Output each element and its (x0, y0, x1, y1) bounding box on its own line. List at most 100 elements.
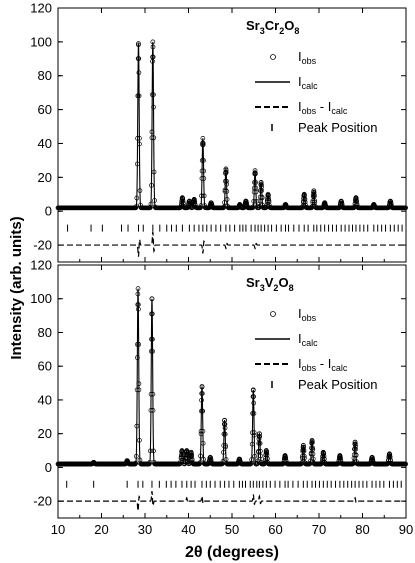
obs-point (308, 451, 314, 457)
obs-point (199, 384, 205, 389)
obs-points (55, 286, 408, 467)
obs-point (387, 452, 393, 458)
obs-point (388, 200, 394, 206)
obs-point (387, 454, 393, 460)
obs-point (200, 142, 206, 148)
obs-point (198, 453, 203, 459)
obs-point (300, 443, 306, 448)
legend-base: I (298, 356, 302, 371)
obs-point (222, 200, 227, 205)
diff-line (58, 231, 406, 257)
y-tick-label: 100 (30, 34, 52, 49)
obs-point (248, 461, 253, 467)
legend-base: I (298, 49, 302, 64)
title-subscript: 8 (289, 283, 294, 293)
obs-point (251, 430, 257, 436)
obs-point (149, 129, 155, 135)
obs-point (149, 135, 155, 141)
obs-point (201, 168, 206, 174)
obs-point (251, 411, 257, 416)
obs-point (266, 196, 272, 201)
obs-point (312, 198, 318, 204)
obs-points (55, 39, 408, 211)
x-tick-label: 70 (312, 522, 326, 537)
legend-subscript: obs (302, 56, 317, 66)
obs-point (198, 203, 204, 208)
obs-point (251, 394, 256, 399)
obs-point (257, 448, 263, 454)
legend-subscript: calc (302, 338, 319, 348)
obs-point (135, 291, 141, 297)
obs-point (309, 438, 315, 443)
y-tick-label: 0 (45, 204, 52, 219)
obs-point (223, 443, 228, 448)
y-tick-label: 120 (30, 258, 52, 273)
obs-point (388, 457, 393, 463)
title-element: Cr (265, 18, 279, 33)
title-subscript: 2 (273, 283, 278, 293)
title-element: O (278, 275, 288, 290)
obs-point (135, 286, 141, 291)
title-element: O (284, 18, 294, 33)
obs-point (403, 205, 408, 211)
obs-point (201, 193, 207, 199)
obs-point (151, 448, 156, 454)
obs-point (134, 423, 140, 429)
obs-point (238, 204, 244, 209)
obs-point (136, 56, 142, 61)
obs-point (250, 387, 256, 393)
obs-point (148, 205, 153, 210)
obs-point (224, 197, 230, 202)
obs-point (386, 457, 391, 463)
obs-point (137, 437, 142, 443)
obs-point (257, 194, 263, 200)
obs-point (251, 199, 257, 204)
legend-label: Iobs (298, 49, 317, 66)
x-tick-label: 10 (51, 522, 65, 537)
obs-point (352, 439, 358, 445)
legend-subscript: calc (302, 81, 319, 91)
obs-point (257, 431, 262, 437)
obs-point (180, 196, 186, 201)
obs-point (222, 421, 228, 427)
obs-point (180, 201, 186, 206)
obs-point (134, 387, 140, 393)
obs-point (283, 458, 289, 463)
obs-point (134, 355, 140, 360)
legend-base: I (298, 306, 302, 321)
legend-subscript: calc (331, 106, 348, 116)
obs-point (353, 441, 358, 447)
obs-point (224, 189, 230, 194)
obs-point (136, 306, 141, 312)
obs-point (150, 44, 156, 50)
obs-point (264, 455, 270, 461)
x-tick-label: 40 (181, 522, 195, 537)
obs-point (192, 201, 198, 207)
legend-obs-marker (270, 311, 276, 317)
obs-point (136, 70, 142, 76)
obs-point (200, 428, 206, 434)
legend-label: Iobs - Icalc (298, 356, 348, 373)
title-element: V (265, 275, 274, 290)
obs-point (200, 408, 205, 414)
x-tick-label: 20 (94, 522, 108, 537)
obs-point (151, 169, 157, 175)
y-tick-label: 100 (30, 291, 52, 306)
obs-point (179, 201, 184, 206)
obs-point (253, 171, 258, 177)
obs-point (312, 193, 317, 199)
obs-point (133, 204, 139, 209)
obs-point (135, 136, 140, 141)
obs-point (266, 193, 271, 198)
obs-point (148, 201, 154, 207)
obs-point (189, 450, 194, 456)
obs-point (149, 311, 155, 317)
y-tick-label: 20 (38, 426, 52, 441)
obs-point (132, 461, 138, 467)
obs-point (180, 455, 186, 461)
obs-point (135, 302, 141, 307)
obs-point (222, 431, 228, 437)
obs-point (237, 459, 243, 465)
obs-point (221, 443, 227, 448)
obs-point (321, 453, 327, 459)
